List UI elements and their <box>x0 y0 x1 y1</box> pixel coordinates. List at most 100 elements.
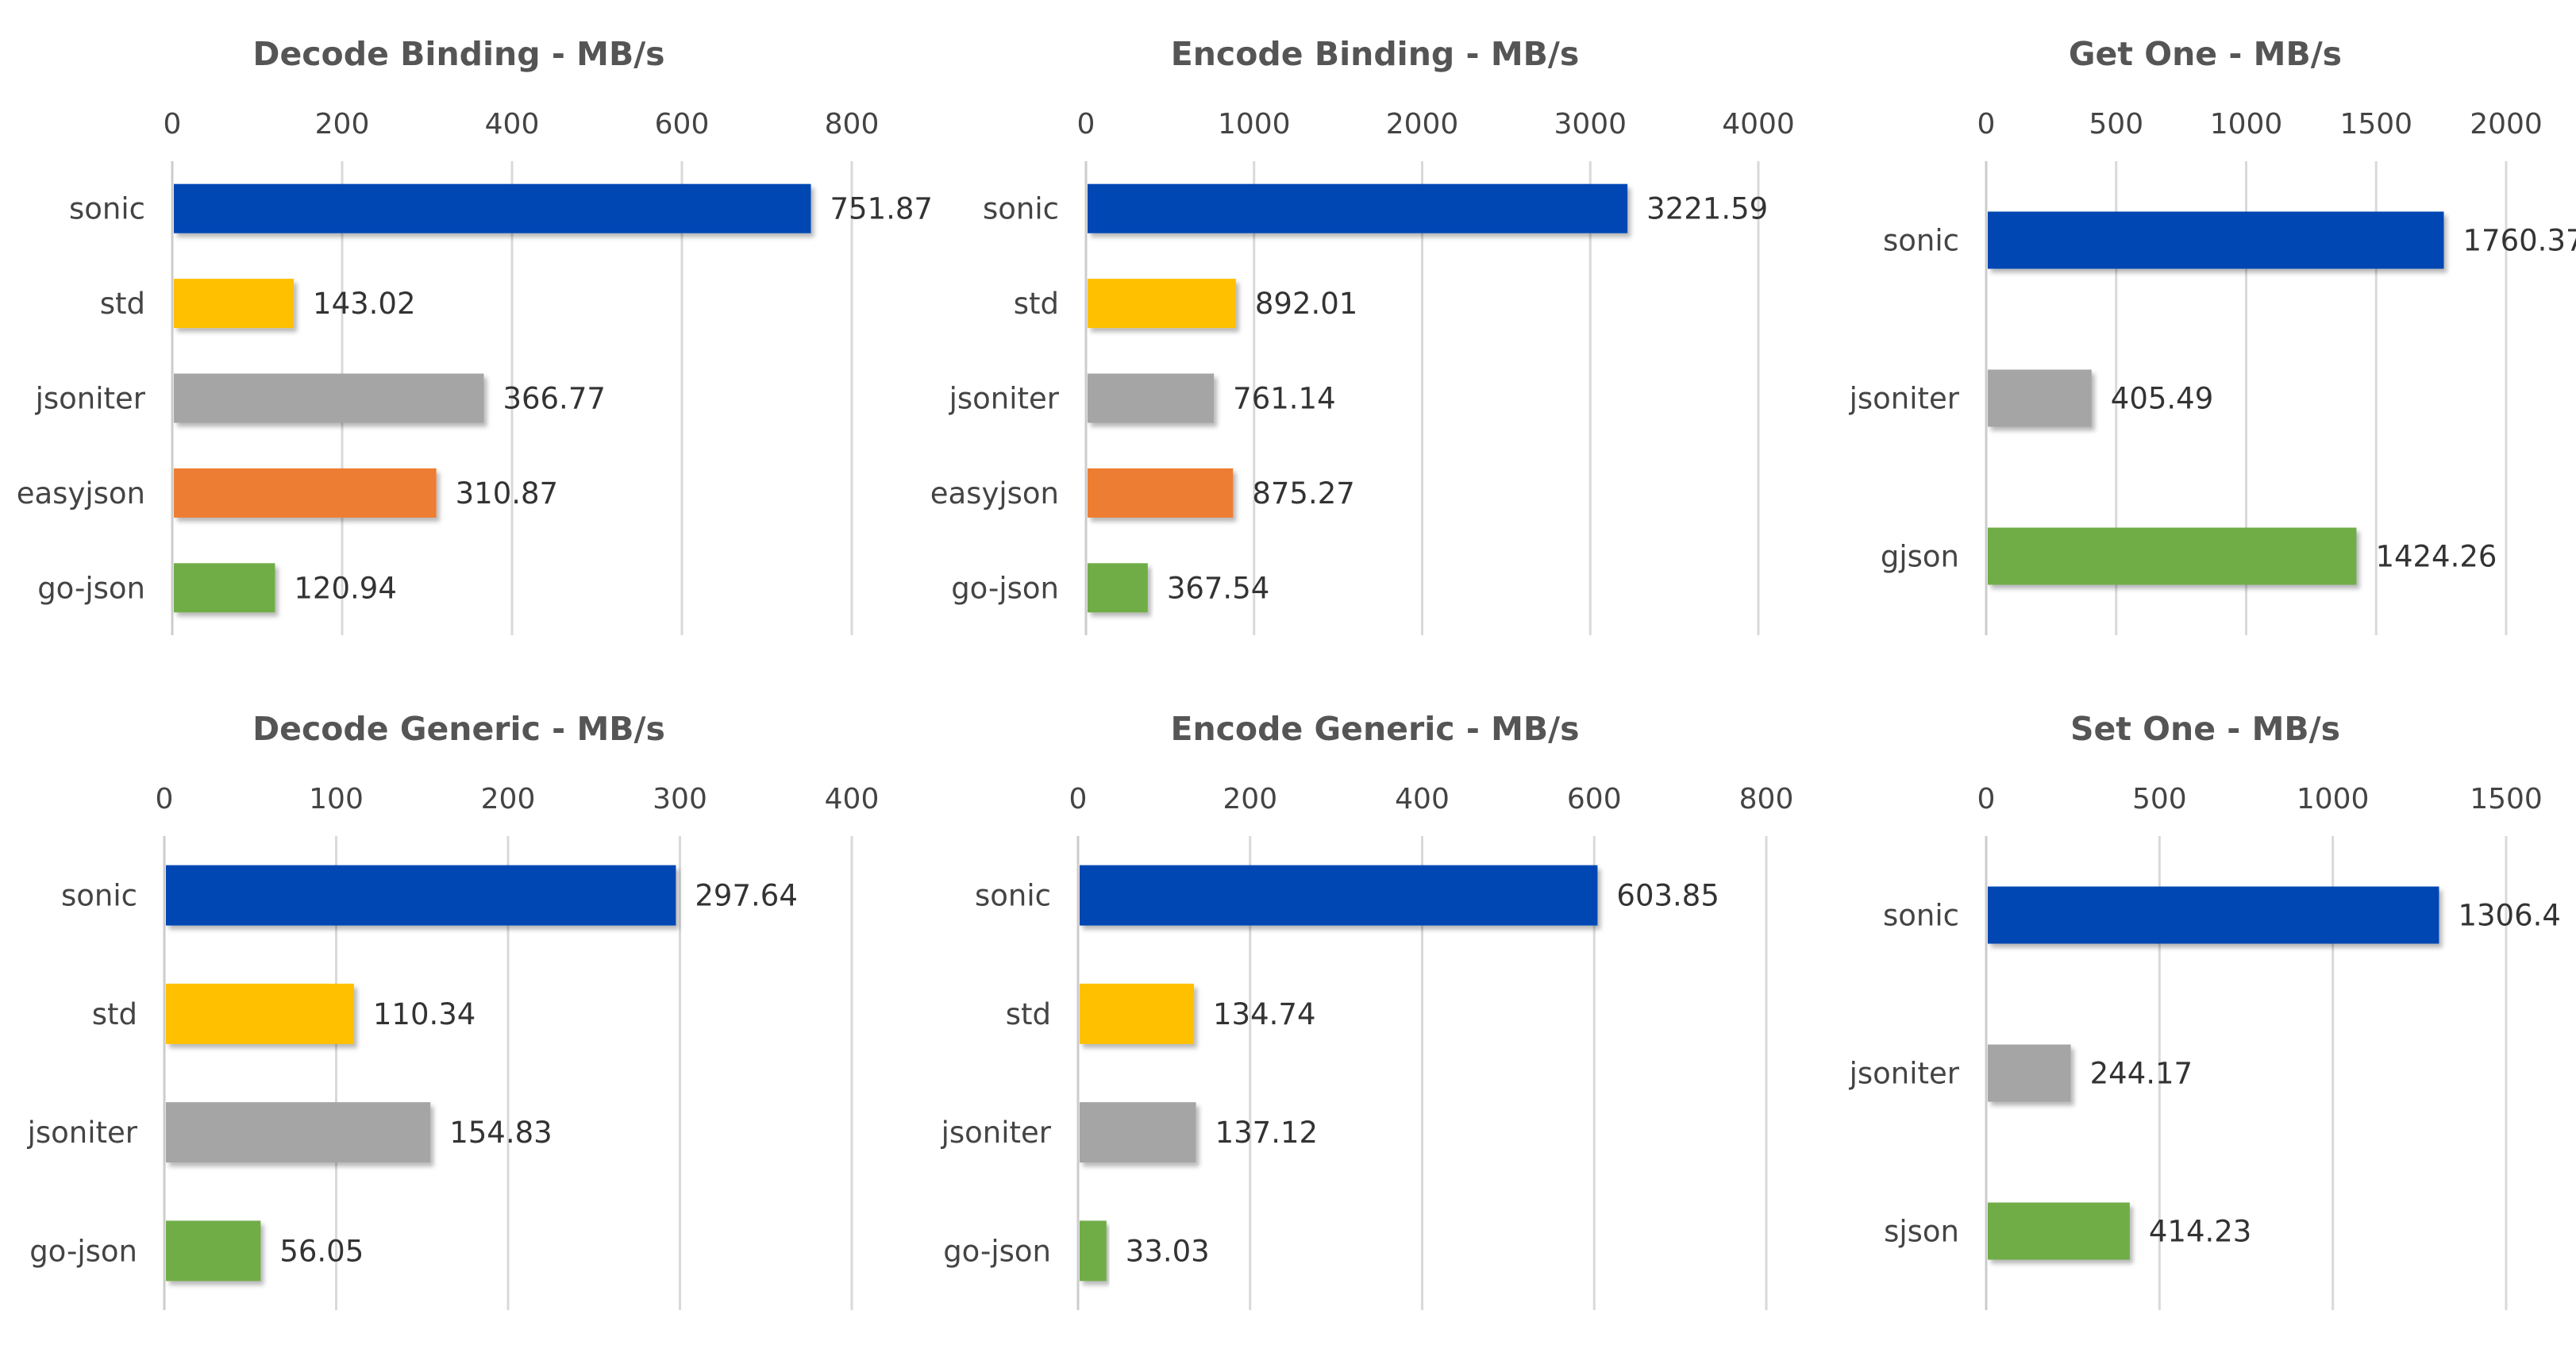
chart-decode-binding: Decode Binding - MB/s 0 200 400 600 800 sonic 7… <box>17 35 933 635</box>
x-tick-label: 0 <box>1077 108 1095 141</box>
x-tick-label: 2000 <box>1386 108 1459 141</box>
bar-jsoniter <box>1088 373 1215 423</box>
chart-decode-generic: Decode Generic - MB/s 0 100 200 300 400 sonic 2… <box>27 710 880 1310</box>
value-label: 414.23 <box>2149 1215 2251 1249</box>
bar-sonic <box>1080 865 1598 926</box>
value-label: 143.02 <box>313 287 415 321</box>
value-label: 110.34 <box>373 997 476 1031</box>
chart-get-one: Get One - MB/s 0 500 1000 1500 2000 sonic 1760.… <box>1849 35 2576 635</box>
category-label: jsoniter <box>27 1116 138 1150</box>
chart-encode-binding: Encode Binding - MB/s 0 1000 2000 3000 4000 so… <box>930 35 1795 635</box>
category-label: std <box>92 997 137 1031</box>
bar-sonic <box>1988 886 2439 944</box>
x-tick-label: 2000 <box>2470 108 2543 141</box>
x-tick-label: 200 <box>481 783 536 815</box>
chart-set-one: Set One - MB/s 0 500 1000 1500 sonic 1306.4 jso… <box>1849 710 2561 1310</box>
category-label: go-json <box>943 1234 1051 1268</box>
chart-title: Set One - MB/s <box>2070 710 2340 748</box>
value-label: 33.03 <box>1126 1234 1210 1268</box>
bar-std <box>166 983 354 1044</box>
chart-title: Encode Generic - MB/s <box>1170 710 1579 748</box>
x-tick-label: 1000 <box>1218 108 1291 141</box>
bar-jsoniter <box>174 373 484 423</box>
category-label: jsoniter <box>949 382 1060 416</box>
bar-go-json <box>166 1220 261 1282</box>
value-label: 875.27 <box>1252 476 1354 511</box>
x-tick-label: 300 <box>653 783 707 815</box>
value-label: 367.54 <box>1167 571 1269 605</box>
x-tick-label: 0 <box>164 108 182 141</box>
x-tick-label: 800 <box>825 108 880 141</box>
category-label: jsoniter <box>1849 1057 1960 1091</box>
category-label: easyjson <box>930 476 1059 511</box>
x-tick-label: 400 <box>825 783 880 815</box>
bar-go-json <box>1088 563 1148 613</box>
bar-jsoniter <box>1988 1044 2071 1102</box>
x-tick-label: 100 <box>309 783 364 815</box>
category-label: gjson <box>1881 540 1959 574</box>
category-label: sonic <box>1883 224 1959 258</box>
x-tick-label: 800 <box>1739 783 1794 815</box>
chart-encode-generic: Encode Generic - MB/s 0 200 400 600 800 sonic 6… <box>941 710 1794 1310</box>
value-label: 244.17 <box>2090 1057 2193 1091</box>
x-tick-label: 0 <box>156 783 174 815</box>
bar-easyjson <box>174 468 437 518</box>
value-label: 1306.4 <box>2458 899 2560 933</box>
x-tick-label: 1000 <box>2297 783 2370 815</box>
bar-jsoniter <box>166 1102 431 1163</box>
category-label: sonic <box>61 879 137 913</box>
x-tick-label: 200 <box>315 108 370 141</box>
bar-gjson <box>1988 527 2357 585</box>
value-label: 120.94 <box>294 571 396 605</box>
bar-jsoniter <box>1988 369 2092 427</box>
bar-go-json <box>174 563 275 613</box>
category-label: go-json <box>37 571 145 605</box>
value-label: 310.87 <box>456 476 558 511</box>
x-tick-label: 600 <box>1567 783 1622 815</box>
x-tick-label: 3000 <box>1554 108 1627 141</box>
bar-sonic <box>166 865 676 926</box>
x-tick-label: 1500 <box>2470 783 2543 815</box>
value-label: 1424.26 <box>2375 540 2497 574</box>
category-label: sjson <box>1884 1215 1959 1249</box>
bar-std <box>1088 279 1236 329</box>
category-label: std <box>1014 287 1059 321</box>
value-label: 751.87 <box>830 192 933 226</box>
x-tick-label: 500 <box>2089 108 2143 141</box>
category-label: jsoniter <box>941 1116 1052 1150</box>
x-tick-label: 200 <box>1223 783 1277 815</box>
bar-sonic <box>1988 211 2444 269</box>
category-label: sonic <box>69 192 145 226</box>
x-tick-label: 0 <box>1977 108 1996 141</box>
x-tick-label: 1000 <box>2210 108 2283 141</box>
bar-go-json <box>1080 1220 1107 1282</box>
value-label: 56.05 <box>279 1234 364 1268</box>
chart-title: Encode Binding - MB/s <box>1171 35 1580 73</box>
value-label: 134.74 <box>1213 997 1315 1031</box>
bar-sonic <box>1088 183 1628 233</box>
value-label: 154.83 <box>449 1116 552 1150</box>
bar-easyjson <box>1088 468 1234 518</box>
category-label: sonic <box>983 192 1059 226</box>
category-label: sonic <box>1883 899 1959 933</box>
x-tick-label: 4000 <box>1722 108 1795 141</box>
x-tick-label: 400 <box>1395 783 1450 815</box>
bar-jsoniter <box>1080 1102 1196 1163</box>
x-tick-label: 500 <box>2132 783 2187 815</box>
x-tick-label: 400 <box>485 108 540 141</box>
chart-title: Decode Binding - MB/s <box>252 35 664 73</box>
value-label: 137.12 <box>1215 1116 1318 1150</box>
category-label: go-json <box>951 571 1059 605</box>
category-label: std <box>1006 997 1051 1031</box>
x-tick-label: 600 <box>655 108 710 141</box>
value-label: 1760.37 <box>2463 224 2576 258</box>
bar-std <box>1080 983 1195 1044</box>
x-tick-label: 1500 <box>2339 108 2412 141</box>
value-label: 761.14 <box>1233 382 1335 416</box>
category-label: jsoniter <box>1849 382 1960 416</box>
category-label: go-json <box>29 1234 137 1268</box>
chart-title: Decode Generic - MB/s <box>252 710 665 748</box>
bar-sjson <box>1988 1202 2130 1260</box>
